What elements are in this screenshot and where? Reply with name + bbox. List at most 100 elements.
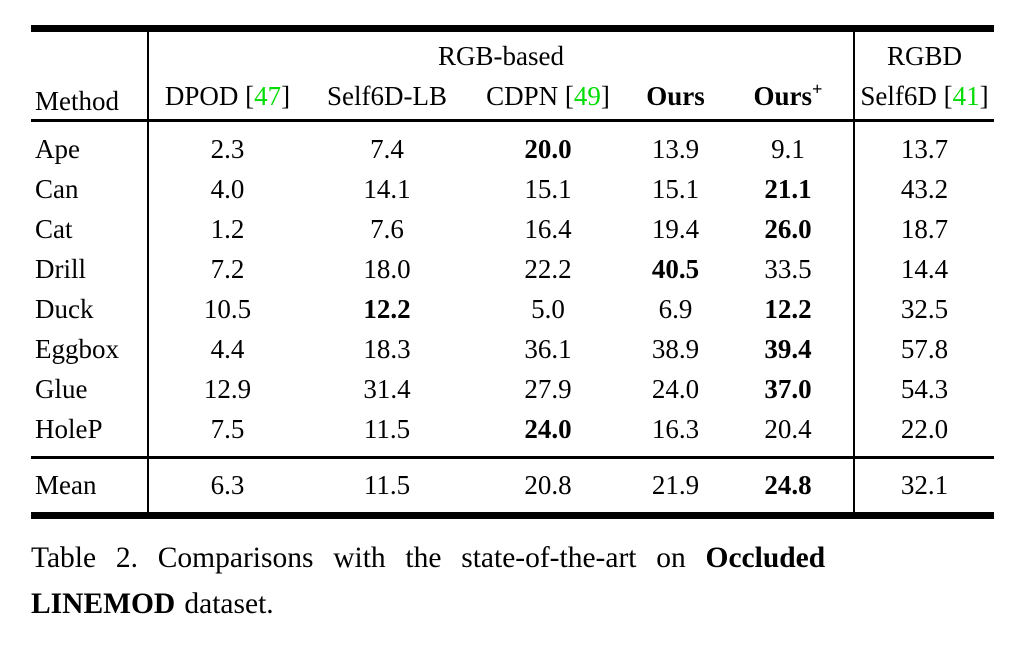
table-row-ape: Ape 2.3 7.4 20.0 13.9 9.1 13.7 [31,120,995,169]
table-row-eggbox: Eggbox 4.4 18.3 36.1 38.9 39.4 57.8 [31,329,995,369]
cell-duck-col2: 5.0 [531,294,565,324]
caption-bold-linemod: LINEMOD [31,587,176,620]
cell-eggbox-col2: 36.1 [524,334,572,364]
cell-glue-col0: 12.9 [203,374,252,404]
column-name: CDPN [486,80,559,111]
results-table: Method RGB-based RGBD DPOD [47] Self6D-LB… [31,25,995,519]
row-label-can: Can [31,169,149,209]
cell-cat-col3: 19.4 [651,214,700,244]
cell-mean-col0: 6.3 [148,456,306,516]
column-header-ours-plus: Ours+ [723,73,855,122]
cell-ape-col0: 2.3 [210,134,245,164]
paper-table-figure: Method RGB-based RGBD DPOD [47] Self6D-LB… [31,25,1006,627]
column-header-self6d: Self6D [41] [853,73,995,122]
row-label-duck: Duck [31,289,149,329]
column-header-cdpn: CDPN [49] [468,73,628,122]
column-name: Ours [753,80,813,111]
cell-glue-col4: 37.0 [764,374,812,404]
cell-holep-col3: 16.3 [651,414,700,444]
cell-drill-col3: 40.5 [651,254,700,284]
cell-ape-col4: 9.1 [771,134,805,164]
cell-eggbox-col4: 39.4 [764,334,812,364]
method-column-header: Method [31,28,149,122]
cell-holep-col4: 20.4 [764,414,812,444]
cell-eggbox-col3: 38.9 [651,334,700,364]
cell-mean-col2: 20.8 [468,456,628,516]
column-name: Ours [646,80,705,111]
cell-duck-col3: 6.9 [658,294,693,324]
table-row-can: Can 4.0 14.1 15.1 15.1 21.1 43.2 [31,169,995,209]
caption-line-2: LINEMOD dataset. [31,588,274,620]
row-label-eggbox: Eggbox [31,329,149,369]
row-label-glue: Glue [31,369,149,409]
cell-glue-col2: 27.9 [524,374,572,404]
citation-number: 47 [254,80,282,111]
table-header: Method RGB-based RGBD DPOD [47] Self6D-LB… [31,28,995,122]
header-method-row: DPOD [47] Self6D-LB CDPN [49] Ours Ours+ Self… [31,73,995,122]
cell-can-col1: 14.1 [363,174,411,204]
cell-duck-col4: 12.2 [764,294,812,324]
cell-drill-col0: 7.2 [210,254,245,284]
cell-duck-col1: 12.2 [363,294,411,324]
cell-eggbox-col0: 4.4 [210,334,245,364]
table-row-duck: Duck 10.5 12.2 5.0 6.9 12.2 32.5 [31,289,995,329]
group-header-rgb-based: RGB-based [438,40,564,71]
column-header-ours: Ours [628,73,723,122]
row-label-holep: HoleP [31,409,149,458]
citation-number: 49 [573,80,601,111]
cell-holep-col1: 11.5 [363,414,411,444]
column-header-self6d-lb: Self6D-LB [306,73,468,122]
cell-can-col5: 43.2 [853,169,995,209]
cell-duck-col5: 32.5 [853,289,995,329]
cell-can-col4: 21.1 [764,174,812,204]
cell-holep-col0: 7.5 [210,414,245,444]
cell-ape-col3: 13.9 [651,134,700,164]
column-name: Self6D [860,80,937,111]
caption-line-1: Table 2. Comparisons with the state-of-t… [31,542,825,574]
cell-cat-col0: 1.2 [210,214,245,244]
row-label-drill: Drill [31,249,149,289]
cell-can-col2: 15.1 [524,174,572,204]
cell-mean-col5: 32.1 [853,456,995,516]
cell-drill-col5: 14.4 [853,249,995,289]
cell-ape-col1: 7.4 [370,134,404,164]
row-label-cat: Cat [31,209,149,249]
superscript-plus: + [812,78,823,99]
row-label-mean: Mean [31,456,149,516]
cell-cat-col4: 26.0 [764,214,812,244]
cell-cat-col1: 7.6 [370,214,404,244]
cell-ape-col5: 13.7 [853,120,995,169]
table-row-glue: Glue 12.9 31.4 27.9 24.0 37.0 54.3 [31,369,995,409]
table-summary: Mean 6.3 11.5 20.8 21.9 24.8 32.1 [31,456,995,516]
row-label-ape: Ape [31,120,149,169]
cell-holep-col2: 24.0 [524,414,572,444]
cell-cat-col5: 18.7 [853,209,995,249]
cell-mean-col4: 24.8 [723,456,855,516]
caption-text: Table 2. Comparisons with the state-of-t… [31,542,686,574]
cell-holep-col5: 22.0 [853,409,995,458]
cell-duck-col0: 10.5 [203,294,252,324]
cell-drill-col1: 18.0 [363,254,411,284]
table-row-holep: HoleP 7.5 11.5 24.0 16.3 20.4 22.0 [31,409,995,458]
table-row-cat: Cat 1.2 7.6 16.4 19.4 26.0 18.7 [31,209,995,249]
group-header-rgbd: RGBD [853,28,995,74]
cell-can-col0: 4.0 [210,174,245,204]
cell-cat-col2: 16.4 [524,214,572,244]
caption-bold-occluded: Occluded [705,542,826,574]
cell-eggbox-col5: 57.8 [853,329,995,369]
table-caption: Table 2. Comparisons with the state-of-t… [31,536,1006,627]
summary-row-mean: Mean 6.3 11.5 20.8 21.9 24.8 32.1 [31,456,995,516]
cell-mean-col1: 11.5 [306,456,468,516]
cell-drill-col4: 33.5 [764,254,812,284]
cell-glue-col5: 54.3 [853,369,995,409]
cell-glue-col1: 31.4 [363,374,411,404]
citation-number: 41 [952,80,980,111]
cell-mean-col3: 21.9 [628,456,723,516]
caption-text-end: dataset. [184,587,274,620]
column-name: Self6D-LB [327,80,447,111]
column-name: DPOD [164,80,239,111]
cell-eggbox-col1: 18.3 [363,334,411,364]
cell-ape-col2: 20.0 [524,134,572,164]
cell-drill-col2: 22.2 [524,254,572,284]
cell-glue-col3: 24.0 [651,374,700,404]
